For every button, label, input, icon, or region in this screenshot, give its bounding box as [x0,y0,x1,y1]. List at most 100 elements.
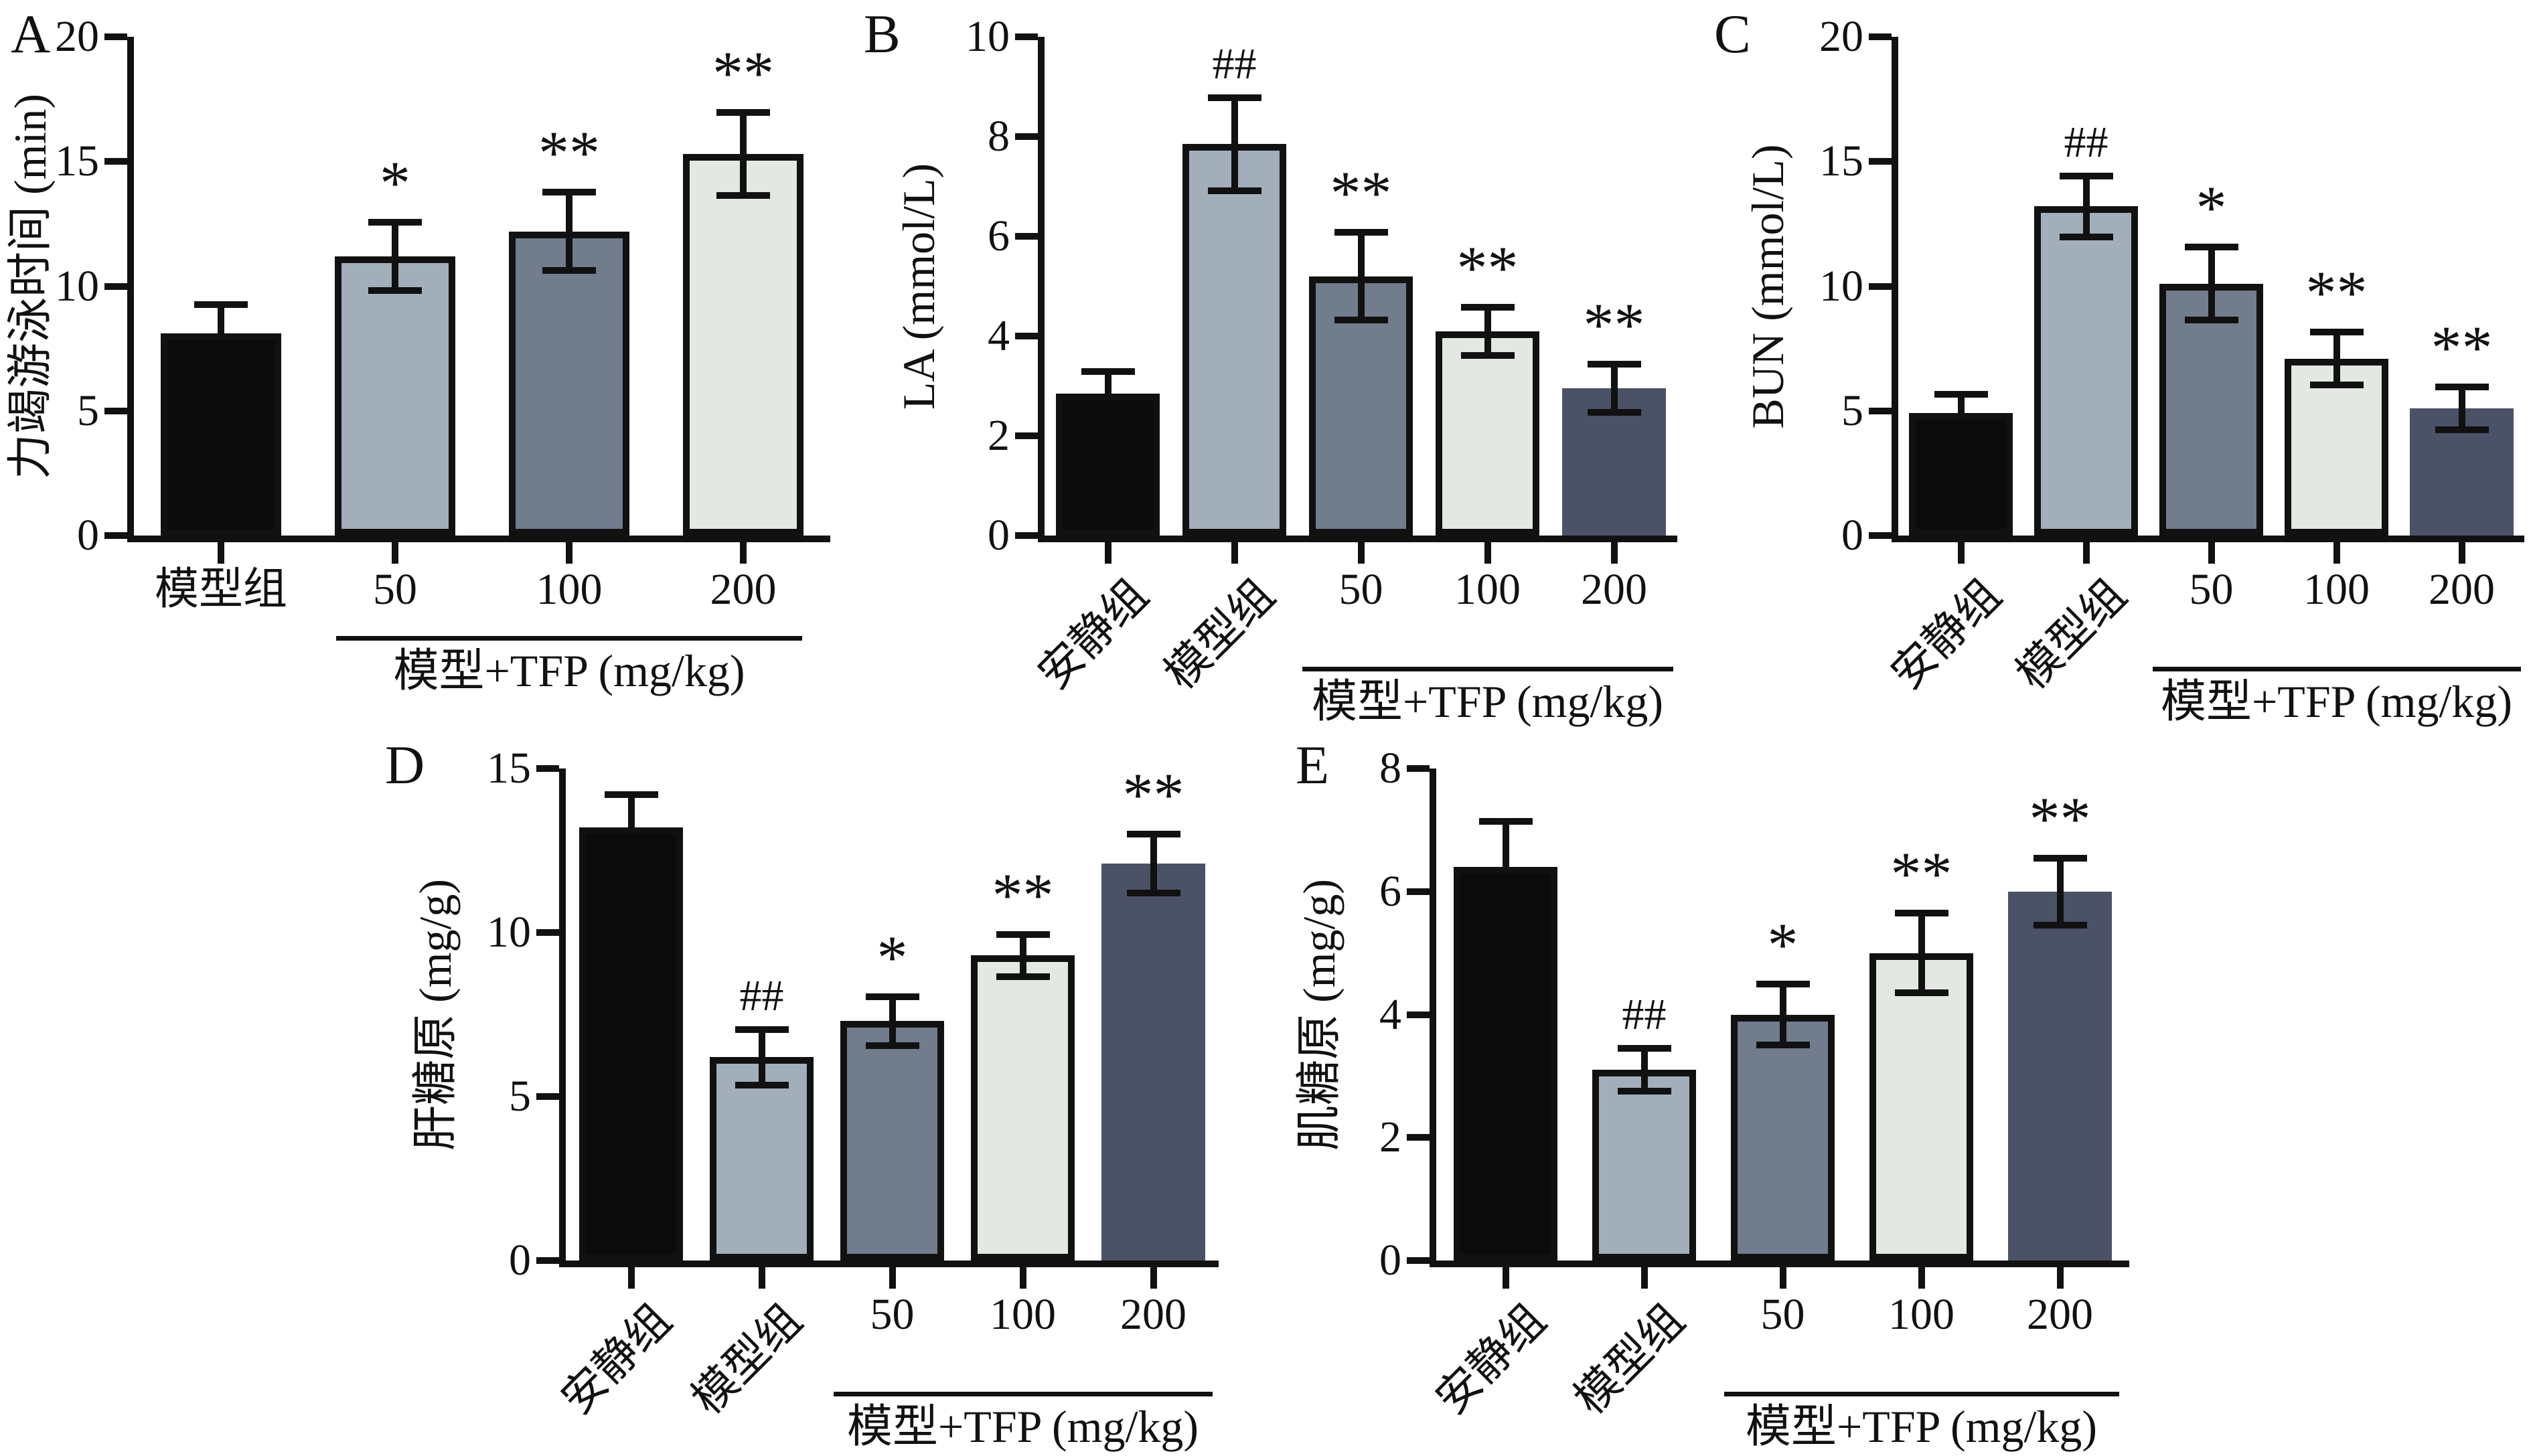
error-bar-cap [542,189,596,196]
y-tick-label: 0 [988,511,1010,560]
treatment-group-label: 模型+TFP (mg/kg) [2160,676,2513,727]
y-tick-label: 6 [1379,866,1401,916]
panel-letter: B [864,3,901,64]
error-bar-cap [1894,910,1948,917]
x-axis-line [1430,1261,2129,1267]
error-bar-cap [1207,187,1261,194]
y-tick-label: 10 [966,12,1010,61]
error-bar-cap [735,1081,789,1088]
error-bar-line [1957,390,1965,414]
error-bar-line [889,993,896,1049]
y-tick-label: 0 [77,511,99,560]
error-bar-cap [1756,1042,1810,1049]
bar [1101,864,1205,1261]
y-tick-mark [104,407,127,414]
x-category-label: 100 [990,1290,1056,1339]
x-tick-mark [1957,542,1965,564]
error-bar-cap [865,1042,919,1049]
x-axis-line [127,536,830,542]
error-bar-line [1150,831,1157,897]
error-bar-line [1019,931,1026,981]
error-bar-cap [2435,426,2489,434]
x-tick-mark [1779,1267,1786,1289]
error-bar-cap [2033,854,2087,862]
y-axis-line [1892,37,1898,542]
y-tick-mark [1015,333,1038,339]
chart-panel-b: B LA (mmol/L) 0 2 4 6 8 10 安静组 ## 模型组 ** 50 ** 100 ** 20… [844,0,1687,728]
y-tick-label: 0 [509,1236,531,1285]
y-tick-mark [1407,1134,1430,1141]
x-tick-mark [2082,542,2090,564]
treatment-group-label: 模型+TFP (mg/kg) [1745,1401,2098,1452]
x-axis-line [1892,536,2524,542]
significance-label: ** [2305,258,2368,327]
treatment-group-label: 模型+TFP (mg/kg) [393,645,745,696]
x-category-label: 100 [536,565,603,614]
error-bar-cap [1478,817,1533,825]
significance-label: ** [538,118,600,187]
error-bar-cap [996,931,1050,938]
bar [683,154,803,536]
x-axis-line [559,1261,1219,1267]
y-tick-mark [1407,888,1430,895]
y-tick-mark [104,282,127,290]
x-tick-mark [1019,1267,1026,1289]
error-bar-line [627,791,635,828]
x-category-label: 50 [373,565,417,614]
significance-label: ** [992,860,1054,929]
error-bar-line [2208,244,2215,324]
bar [1592,1070,1696,1261]
treatment-group-underline [1723,1392,2119,1396]
y-tick-label: 10 [1819,261,1863,311]
bar [161,333,281,536]
panel-letter: E [1296,734,1330,795]
error-bar-line [2056,854,2064,928]
error-bar-cap [1934,390,1988,398]
error-bar-line [392,218,398,294]
bar [1056,393,1160,536]
chart-panel-d: D 肝糖原 (mg/g) 0 5 10 15 安静组 ## 模型组 * 50 ** 100 ** 200 模型… [355,728,1225,1456]
error-bar-cap [2184,244,2238,251]
bar [1436,331,1539,536]
error-bar-cap [996,973,1050,981]
x-category-label: 100 [1888,1290,1954,1339]
x-tick-mark [2056,1267,2064,1289]
x-category-label: 200 [2027,1290,2093,1339]
y-axis-label: LA (mmol/L) [893,163,944,410]
significance-label: ** [1583,291,1645,359]
x-tick-mark [1104,542,1111,564]
x-tick-mark [218,542,224,564]
bar [840,1021,944,1261]
treatment-group-underline [2152,667,2521,671]
y-tick-mark [536,929,559,936]
bar [1869,953,1973,1261]
y-tick-label: 20 [55,12,99,61]
x-tick-mark [2458,542,2465,564]
x-category-label: 200 [1120,1290,1186,1339]
x-tick-mark [2333,542,2340,564]
treatment-group-label: 模型+TFP (mg/kg) [1311,676,1664,727]
bar [971,955,1075,1261]
error-bar-cap [1617,1087,1671,1095]
bar [1454,867,1557,1261]
significance-label: ** [2431,313,2493,382]
bar [1909,413,2013,536]
significance-label: * [1767,910,1798,979]
error-bar-cap [1334,228,1388,236]
y-tick-label: 15 [1819,137,1863,186]
error-bar-line [1502,817,1509,867]
y-tick-label: 8 [988,112,1010,161]
significance-label: * [380,148,410,217]
error-bar-cap [1587,409,1641,416]
x-tick-mark [1610,542,1618,564]
bar [2008,891,2112,1261]
x-axis-line [1038,536,1677,542]
x-tick-mark [1484,542,1491,564]
x-tick-mark [1918,1267,1925,1289]
significance-label: ** [1890,839,1952,908]
y-tick-label: 5 [77,386,99,435]
treatment-group-underline [1302,667,1673,671]
y-tick-mark [1869,532,1892,539]
y-tick-label: 2 [1379,1113,1401,1162]
x-category-label: 200 [1581,565,1647,614]
